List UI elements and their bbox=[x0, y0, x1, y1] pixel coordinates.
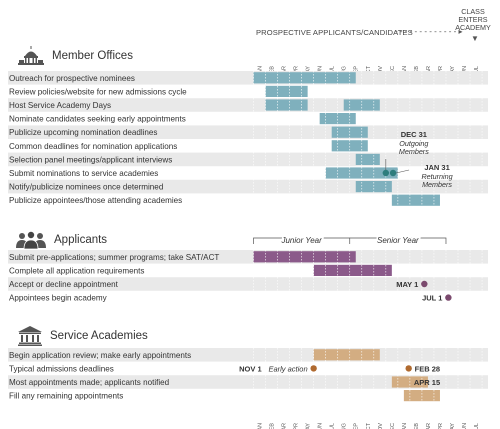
section-title-applicants: Applicants bbox=[54, 234, 108, 246]
section-service-academies: Service Academies bbox=[18, 326, 148, 346]
bottom-month-label-17: JUN bbox=[462, 423, 468, 429]
deadline-dot bbox=[421, 280, 428, 288]
row-label: Review policies/website for new admissio… bbox=[9, 87, 187, 96]
task-bar bbox=[355, 181, 392, 193]
row-shade bbox=[8, 71, 488, 85]
row-label: Appointees begin academy bbox=[9, 294, 108, 303]
row-label: Common deadlines for nomination applicat… bbox=[9, 142, 177, 151]
row-label: Typical admissions deadlines bbox=[9, 364, 114, 373]
row-label: Selection panel meetings/applicant inter… bbox=[9, 155, 172, 164]
axis-title: PROSPECTIVE APPLICANTS/CANDIDATES bbox=[256, 28, 413, 37]
task-bar bbox=[391, 194, 440, 206]
top-month-label-6: JUL bbox=[330, 66, 336, 76]
row-label: Fill any remaining appointments bbox=[9, 392, 123, 401]
class-enters-line-2: ENTERS bbox=[458, 15, 488, 25]
section-title-member-offices: Member Offices bbox=[52, 50, 133, 62]
row-label: Complete all application requirements bbox=[9, 266, 144, 275]
bottom-month-label-15: APR bbox=[438, 423, 444, 429]
class-enters-line-3: ACADEMY bbox=[455, 23, 491, 33]
deadline-label: DEC 31 bbox=[401, 130, 427, 139]
task-bar bbox=[265, 99, 308, 111]
bottom-month-label-0: JAN bbox=[258, 423, 264, 429]
bottom-month-label-16: MAY bbox=[450, 423, 456, 429]
deadline-label: MAY 1 bbox=[396, 280, 418, 289]
deadline-dot bbox=[445, 294, 452, 301]
bottom-month-label-18: JUL bbox=[474, 423, 480, 429]
row-label: Publicize appointees/those attending aca… bbox=[9, 196, 182, 205]
row-label: Outreach for prospective nominees bbox=[9, 74, 135, 83]
junior-year-label: Junior Year bbox=[280, 236, 322, 245]
capitol-dome-icon bbox=[18, 46, 44, 65]
row-shade bbox=[8, 277, 488, 291]
junior-year-bracket bbox=[253, 237, 351, 244]
bottom-month-label-6: JUL bbox=[330, 423, 336, 429]
deadline-dot bbox=[405, 365, 412, 372]
bottom-month-label-4: MAY bbox=[306, 423, 312, 429]
row-label: Submit pre-applications; summer programs… bbox=[9, 253, 219, 262]
task-bar bbox=[253, 251, 356, 263]
section-member-offices: Member Offices bbox=[18, 46, 133, 66]
bottom-month-label-7: AUG bbox=[342, 423, 348, 429]
row-label: Accept or decline appointment bbox=[9, 280, 119, 289]
row-label: Begin application review; make early app… bbox=[9, 351, 191, 360]
top-month-label-18: JUL bbox=[474, 66, 480, 76]
bar-date-label: APR 15 bbox=[414, 378, 440, 387]
people-group-icon bbox=[16, 231, 46, 250]
bottom-month-label-3: APR bbox=[294, 423, 300, 429]
callout-line bbox=[395, 169, 410, 174]
row-label: Most appointments made; applicants notif… bbox=[9, 378, 169, 387]
deadline-label: JUL 1 bbox=[422, 294, 442, 303]
deadline-dot bbox=[389, 169, 397, 177]
deadline-italic-label: Early action bbox=[268, 364, 307, 373]
deadline-label: FEB 28 bbox=[415, 364, 440, 373]
axis-arrow-icon: - - - - - - - - - - - - - ▸ bbox=[395, 27, 463, 36]
row-label: Nominate candidates seeking early appoin… bbox=[9, 115, 186, 124]
task-bar bbox=[331, 140, 368, 152]
deadline-label: JAN 31 bbox=[424, 163, 449, 172]
row-label: Host Service Academy Days bbox=[9, 101, 111, 110]
class-enters-note: CLASS ENTERS ACADEMY bbox=[448, 7, 498, 33]
row-shade bbox=[8, 250, 488, 264]
deadline-sublabel: Returning bbox=[421, 172, 452, 181]
section-applicants: Applicants bbox=[16, 230, 107, 250]
deadline-dot bbox=[310, 365, 317, 372]
row-shade bbox=[8, 125, 488, 139]
academy-building-icon bbox=[18, 326, 42, 346]
bottom-month-label-12: JAN bbox=[402, 423, 408, 429]
deadline-sublabel: Members bbox=[399, 147, 429, 156]
bottom-month-label-14: MAR bbox=[426, 423, 432, 429]
bottom-month-label-1: FEB bbox=[270, 423, 276, 429]
row-label: Notify/publicize nominees once determine… bbox=[9, 183, 163, 192]
task-bar bbox=[403, 390, 440, 402]
bottom-month-label-10: NOV bbox=[378, 423, 384, 429]
task-bar bbox=[253, 72, 356, 84]
deadline-label: NOV 1 bbox=[239, 364, 262, 373]
bottom-month-label-2: MAR bbox=[282, 423, 288, 429]
class-enters-arrow-icon: ▼ bbox=[471, 34, 479, 43]
bottom-month-label-13: FEB bbox=[414, 423, 420, 429]
deadline-dot bbox=[382, 169, 390, 177]
class-enters-line-1: CLASS bbox=[461, 7, 485, 16]
task-bar bbox=[355, 153, 380, 165]
bottom-month-label-8: SEP bbox=[354, 423, 360, 429]
senior-year-label: Senior Year bbox=[377, 236, 419, 245]
section-title-service-academies: Service Academies bbox=[50, 330, 148, 342]
task-bar bbox=[319, 113, 356, 125]
deadline-sublabel: Members bbox=[422, 180, 452, 189]
task-bar bbox=[265, 85, 308, 97]
bottom-month-label-11: DEC bbox=[390, 423, 396, 429]
senior-year-bracket bbox=[349, 237, 447, 244]
task-bar bbox=[313, 349, 380, 361]
row-label: Publicize upcoming nomination deadlines bbox=[9, 128, 157, 137]
bottom-month-label-5: JUN bbox=[318, 423, 324, 429]
bottom-month-label-9: OCT bbox=[366, 422, 372, 429]
row-shade bbox=[8, 375, 488, 389]
deadline-sublabel: Outgoing bbox=[399, 139, 428, 148]
task-bar bbox=[313, 264, 392, 276]
row-label: Submit nominations to service academies bbox=[9, 169, 158, 178]
